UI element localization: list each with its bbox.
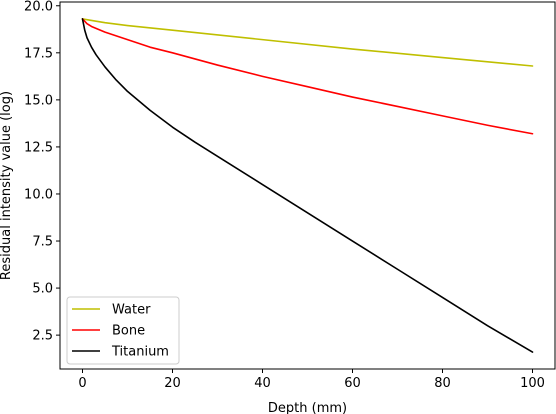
y-axis: 2.5 5.0 7.5 10.0 12.5 15.0 17.5 20.0 xyxy=(24,0,60,344)
axes-frame xyxy=(59,1,556,370)
legend-label-water: Water xyxy=(112,303,151,318)
y-tick-label: 20.0 xyxy=(24,0,53,14)
legend-label-bone: Bone xyxy=(112,324,145,339)
x-tick-label: 80 xyxy=(434,376,451,391)
y-axis-label: Residual intensity value (log) xyxy=(0,91,14,280)
y-tick-label: 7.5 xyxy=(32,235,53,250)
series-layer xyxy=(81,18,534,353)
y-tick-label: 5.0 xyxy=(32,282,53,297)
y-tick-label: 15.0 xyxy=(24,93,53,108)
y-tick-label: 12.5 xyxy=(24,140,53,155)
legend: Water Bone Titanium xyxy=(66,296,180,365)
x-tick-label: 20 xyxy=(164,376,181,391)
x-tick-label: 100 xyxy=(520,376,545,391)
x-tick-label: 40 xyxy=(254,376,271,391)
series-line-bone xyxy=(81,18,534,135)
x-tick-label: 60 xyxy=(344,376,361,391)
x-tick-label: 0 xyxy=(78,376,86,391)
x-axis: 0 20 40 60 80 100 xyxy=(78,369,545,391)
series-line-water xyxy=(81,18,534,67)
series-line-titanium xyxy=(81,18,534,353)
y-tick-label: 10.0 xyxy=(24,187,53,202)
legend-label-titanium: Titanium xyxy=(111,345,169,360)
legend-box xyxy=(66,296,180,365)
y-tick-label: 2.5 xyxy=(32,329,53,344)
x-axis-label: Depth (mm) xyxy=(268,401,347,414)
y-tick-label: 17.5 xyxy=(24,46,53,61)
